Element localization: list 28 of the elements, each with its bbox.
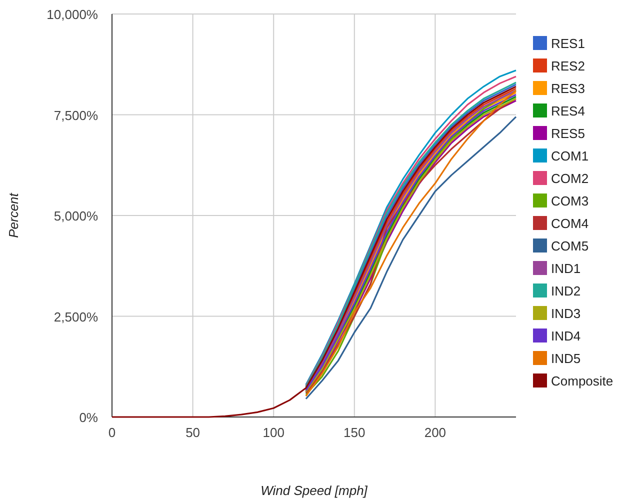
legend-label: COM2	[551, 171, 589, 186]
y-tick-label: 7,500%	[54, 108, 98, 123]
legend-label: IND1	[551, 261, 581, 276]
legend-label: IND4	[551, 328, 581, 344]
legend-label: RES2	[551, 58, 585, 74]
x-tick-label: 200	[424, 425, 446, 440]
legend-label: COM4	[551, 216, 589, 231]
legend-label: Composite	[551, 374, 614, 388]
legend-label: RES4	[551, 104, 585, 118]
legend-label: COM5	[551, 238, 589, 254]
x-tick-label: 0	[108, 425, 116, 440]
y-tick-label: 5,000%	[54, 208, 98, 224]
y-tick-label: 2,500%	[54, 309, 98, 324]
x-tick-label: 100	[262, 425, 284, 440]
y-tick-label: 0%	[79, 410, 98, 425]
x-tick-label: 150	[344, 425, 366, 440]
legend-label: COM1	[551, 148, 589, 164]
legend-label: RES5	[551, 126, 585, 141]
legend-label: RES3	[551, 81, 585, 96]
y-axis-title: Percent	[6, 192, 21, 238]
y-tick-label: 10,000%	[46, 7, 98, 22]
x-tick-label: 50	[186, 425, 200, 440]
legend-label: COM3	[551, 194, 589, 208]
x-axis-title: Wind Speed [mph]	[260, 483, 368, 498]
legend-label: IND5	[551, 351, 581, 366]
legend-label: IND3	[551, 306, 581, 321]
legend-label: IND2	[551, 284, 581, 298]
legend-label: RES1	[551, 36, 585, 51]
